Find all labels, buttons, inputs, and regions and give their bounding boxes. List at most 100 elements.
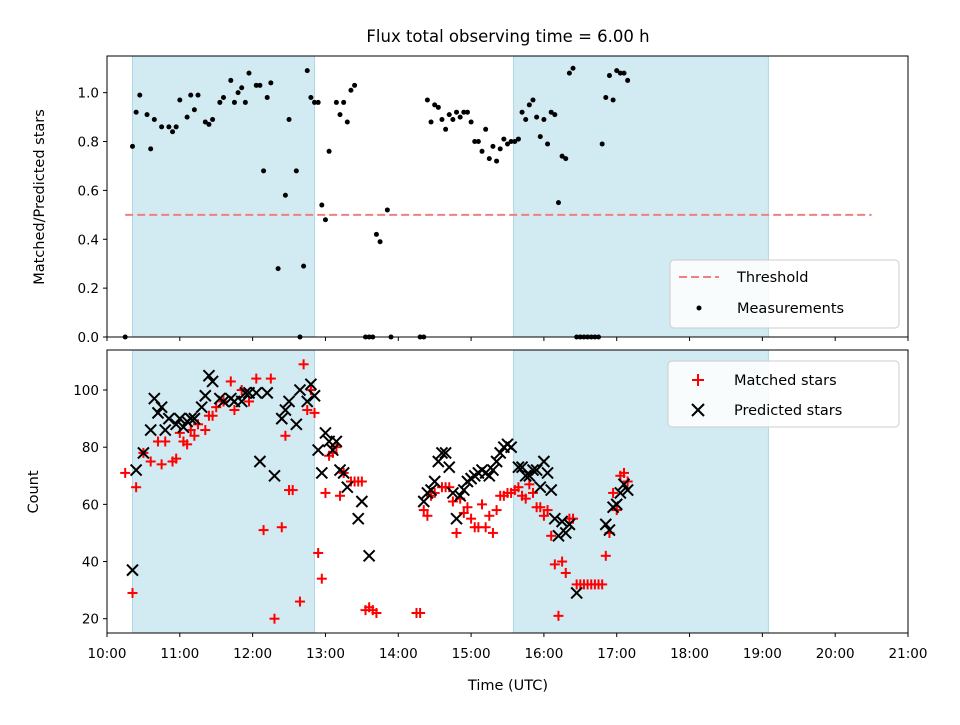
predicted-marker-stroke xyxy=(129,463,143,477)
measurement-point xyxy=(599,141,605,147)
predicted-star-marker xyxy=(443,460,456,474)
predicted-marker-stroke xyxy=(217,395,230,408)
predicted-marker-stroke xyxy=(188,412,201,425)
legend-measurements-swatch xyxy=(696,305,702,311)
measurement-point xyxy=(166,124,172,130)
predicted-marker-stroke xyxy=(293,383,307,397)
predicted-marker-stroke xyxy=(169,418,183,431)
measurement-point xyxy=(170,129,176,135)
predicted-marker-stroke xyxy=(490,455,503,468)
bottom-y-tick-label: 100 xyxy=(73,383,99,399)
top-legend-box xyxy=(669,259,900,329)
predicted-marker-stroke xyxy=(268,469,281,482)
predicted-marker-stroke xyxy=(162,412,176,425)
legend-predicted-label: Predicted stars xyxy=(734,403,842,419)
legend-threshold-label: Threshold xyxy=(736,270,808,286)
bottom-y-tick-label: 80 xyxy=(82,440,99,456)
measurement-point xyxy=(202,119,208,125)
predicted-marker-stroke xyxy=(614,486,627,500)
bottom-x-ticks: 10:00 11:00 12:00 13:00 14:00 15:00 16:00 17:00… xyxy=(88,633,927,662)
predicted-star-marker xyxy=(199,389,212,402)
predicted-star-marker xyxy=(617,478,631,491)
measurement-point xyxy=(512,139,518,145)
predicted-star-marker xyxy=(293,383,307,397)
top-chart-title: Flux total observing time = 6.00 h xyxy=(366,27,649,46)
predicted-star-marker xyxy=(279,403,292,417)
x-tick-label: 13:00 xyxy=(306,646,345,662)
predicted-star-marker xyxy=(519,469,532,482)
legend-matched-label: Matched stars xyxy=(734,373,837,389)
matched-star-marker xyxy=(418,505,429,516)
measurement-point xyxy=(293,168,299,174)
matched-star-marker xyxy=(243,396,254,407)
predicted-marker-stroke xyxy=(341,481,354,494)
predicted-marker-stroke xyxy=(610,498,623,511)
predicted-marker-stroke xyxy=(453,489,467,502)
predicted-star-marker xyxy=(155,400,168,414)
measurement-point xyxy=(497,146,503,152)
measurement-point xyxy=(555,200,561,206)
predicted-marker-stroke xyxy=(148,392,161,405)
measurement-point xyxy=(377,239,383,245)
measurement-point xyxy=(373,231,379,237)
measurement-point xyxy=(614,68,620,74)
measurement-point xyxy=(188,92,194,98)
matched-star-marker xyxy=(447,496,458,507)
measurement-point xyxy=(454,109,460,115)
predicted-star-marker xyxy=(534,481,547,494)
measurement-point xyxy=(264,95,270,101)
matched-star-marker xyxy=(597,579,608,590)
predicted-marker-stroke xyxy=(512,460,525,474)
predicted-star-marker xyxy=(129,463,143,477)
matched-star-marker xyxy=(487,527,498,538)
predicted-star-marker xyxy=(450,512,463,525)
measurement-point xyxy=(501,136,507,142)
matched-star-marker xyxy=(538,510,549,521)
matched-star-marker xyxy=(415,607,426,618)
predicted-star-marker xyxy=(417,495,430,508)
predicted-star-marker xyxy=(621,483,634,497)
measurement-point xyxy=(268,80,274,86)
predicted-star-marker xyxy=(202,369,216,382)
predicted-star-marker xyxy=(446,486,460,500)
predicted-marker-stroke xyxy=(304,378,318,391)
measurement-point xyxy=(144,112,150,118)
predicted-marker-stroke xyxy=(563,518,576,531)
predicted-marker-stroke xyxy=(544,483,558,497)
measurement-point xyxy=(304,68,310,74)
matched-star-marker xyxy=(189,430,200,441)
predicted-star-marker xyxy=(435,446,449,460)
measurement-point xyxy=(621,70,627,76)
legend-matched-swatch xyxy=(692,374,704,386)
measurement-point xyxy=(526,102,532,108)
predicted-star-marker xyxy=(457,483,471,497)
predicted-marker-stroke xyxy=(151,406,165,420)
predicted-marker-stroke xyxy=(239,386,252,400)
predicted-marker-stroke xyxy=(483,469,496,482)
predicted-star-marker xyxy=(544,483,558,497)
predicted-marker-stroke xyxy=(315,466,329,480)
top-y-tick-label: 0.0 xyxy=(78,330,99,346)
matched-star-marker xyxy=(302,405,313,416)
matched-star-marker xyxy=(320,487,331,498)
measurement-point xyxy=(315,99,321,105)
predicted-marker-stroke xyxy=(206,375,219,388)
x-tick-label: 15:00 xyxy=(452,646,491,662)
predicted-marker-stroke xyxy=(555,515,569,528)
measurement-point xyxy=(159,124,165,130)
measurement-point xyxy=(261,168,267,174)
measurement-point xyxy=(282,192,288,198)
predicted-marker-stroke xyxy=(486,463,500,477)
measurement-point xyxy=(610,97,616,103)
measurement-point xyxy=(191,107,197,113)
predicted-marker-stroke xyxy=(308,389,321,402)
measurement-point xyxy=(352,82,358,88)
x-tick-label: 17:00 xyxy=(597,646,636,662)
predicted-marker-stroke xyxy=(173,412,187,425)
measurement-point xyxy=(322,217,328,223)
matched-star-marker xyxy=(287,485,298,496)
measurement-point xyxy=(231,99,237,105)
matched-star-marker xyxy=(294,596,305,607)
predicted-star-marker xyxy=(330,435,343,448)
predicted-marker-stroke xyxy=(362,549,376,563)
